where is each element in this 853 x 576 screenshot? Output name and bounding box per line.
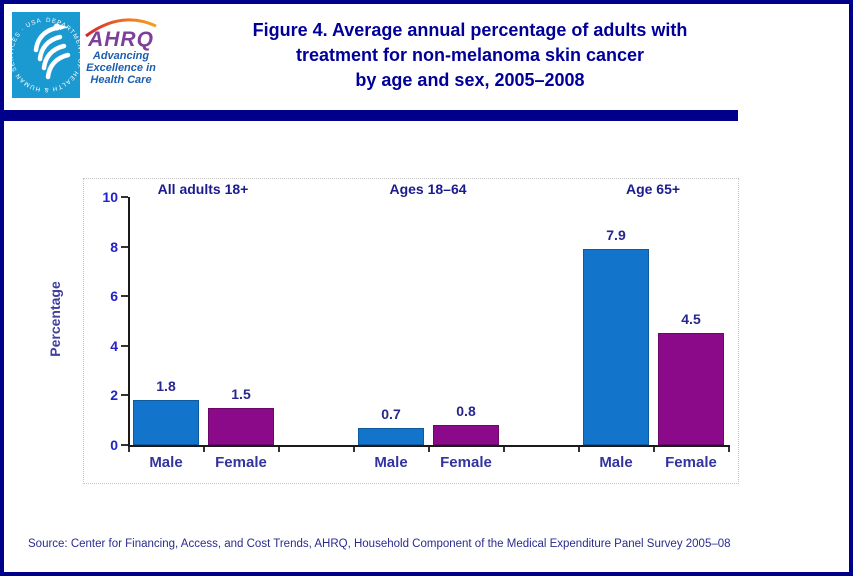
bar-male: [583, 249, 649, 445]
y-axis-tick: [121, 245, 128, 248]
y-axis-tick: [121, 196, 128, 198]
y-axis-tick: [121, 394, 128, 397]
bar-male: [133, 400, 199, 445]
bar-value-label: 4.5: [681, 311, 701, 327]
ahrq-tagline-line: Advancing: [92, 50, 150, 62]
ahrq-tagline-line: Health Care: [90, 74, 152, 86]
bar-female: [433, 425, 499, 445]
hhs-eagle-icon: DEPARTMENT OF HEALTH & HUMAN SERVICES · …: [12, 17, 80, 93]
ahrq-acronym: AHRQ: [88, 28, 154, 51]
y-axis-tick-label: 8: [110, 238, 118, 255]
y-axis-tick: [121, 295, 128, 298]
x-axis-tick: [728, 447, 730, 452]
group-label: All adults 18+: [157, 181, 249, 197]
y-axis-tick-label: 10: [102, 189, 118, 205]
header-divider-bar: [4, 110, 738, 121]
x-axis-tick: [353, 447, 355, 452]
y-axis-tick-label: 0: [110, 437, 118, 453]
group-label: Age 65+: [625, 181, 681, 197]
ahrq-swoosh-icon: [85, 18, 157, 38]
y-axis-tick-label: 4: [110, 337, 118, 354]
group-label: Ages 18–64: [389, 181, 467, 197]
x-axis-tick: [653, 447, 655, 452]
x-axis-tick: [503, 447, 505, 452]
x-axis-tick: [203, 447, 205, 452]
bar-value-label: 0.7: [381, 406, 401, 422]
figure-title-line: Figure 4. Average annual percentage of a…: [252, 20, 688, 40]
y-axis-line: [128, 197, 130, 447]
y-axis-tick: [121, 444, 128, 446]
ahrq-tagline-line: Excellence in: [86, 62, 156, 74]
x-axis-line: [128, 445, 730, 447]
bar-value-label: 1.8: [156, 378, 176, 394]
bar-female: [208, 408, 274, 445]
figure-title-line: treatment for non-melanoma skin cancer: [295, 45, 645, 65]
x-axis-tick: [128, 447, 130, 452]
bar-female: [658, 333, 724, 445]
y-axis-tick-label: 6: [110, 288, 118, 305]
x-axis-category-label: Female: [440, 454, 492, 471]
x-axis-category-label: Male: [599, 454, 633, 471]
x-axis-tick: [578, 447, 580, 452]
x-axis-tick: [428, 447, 430, 452]
ahrq-hhs-logo: DEPARTMENT OF HEALTH & HUMAN SERVICES · …: [12, 12, 162, 98]
hhs-seal-panel: DEPARTMENT OF HEALTH & HUMAN SERVICES · …: [12, 12, 80, 98]
y-axis-title: Percentage: [47, 281, 63, 357]
y-axis-tick-label: 2: [110, 387, 118, 404]
bar-value-label: 0.8: [456, 403, 476, 419]
x-axis-category-label: Female: [215, 454, 267, 471]
bar-male: [358, 428, 424, 445]
x-axis-category-label: Male: [374, 454, 408, 471]
y-axis-tick: [121, 344, 128, 347]
ahrq-logo-panel: AHRQ Advancing Excellence in Health Care: [80, 12, 162, 98]
bar-value-label: 1.5: [231, 386, 251, 402]
x-axis-tick: [278, 447, 280, 452]
figure-title-line: by age and sex, 2005–2008: [355, 70, 585, 90]
x-axis-category-label: Male: [149, 454, 183, 471]
figure-title: Figure 4. Average annual percentage of a…: [200, 18, 740, 93]
x-axis-category-label: Female: [665, 454, 717, 471]
bar-value-label: 7.9: [606, 227, 626, 243]
source-note: Source: Center for Financing, Access, an…: [28, 538, 731, 550]
plot-area: 0 2 4 6 8 10 All adults 18+ 1.8 Male 1.5 Female Age…: [83, 178, 739, 484]
